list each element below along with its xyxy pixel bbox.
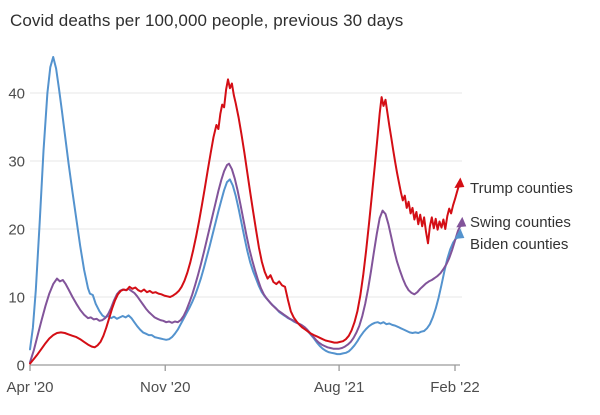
x-tick-label: Feb '22 bbox=[430, 379, 480, 396]
y-tick-label: 40 bbox=[8, 86, 25, 103]
label-swing-counties: Swing counties bbox=[470, 214, 571, 231]
series-line-trump-counties bbox=[29, 78, 460, 365]
label-trump-counties: Trump counties bbox=[470, 180, 573, 197]
line-end-arrow-biden-counties bbox=[454, 228, 465, 239]
x-tick-label: Aug '21 bbox=[314, 379, 364, 396]
chart-title: Covid deaths per 100,000 people, previou… bbox=[10, 11, 404, 30]
y-tick-label: 20 bbox=[8, 222, 25, 239]
series-line-biden-counties bbox=[29, 56, 460, 356]
y-tick-label: 10 bbox=[8, 290, 25, 307]
series-line-swing-counties bbox=[29, 162, 462, 364]
x-tick-label: Apr '20 bbox=[6, 379, 53, 396]
y-tick-label: 30 bbox=[8, 154, 25, 171]
line-end-arrow-swing-counties bbox=[456, 216, 467, 228]
x-tick-label: Nov '20 bbox=[140, 379, 190, 396]
line-end-arrow-trump-counties bbox=[454, 177, 465, 188]
y-tick-label: 0 bbox=[17, 358, 25, 375]
label-biden-counties: Biden counties bbox=[470, 236, 569, 253]
